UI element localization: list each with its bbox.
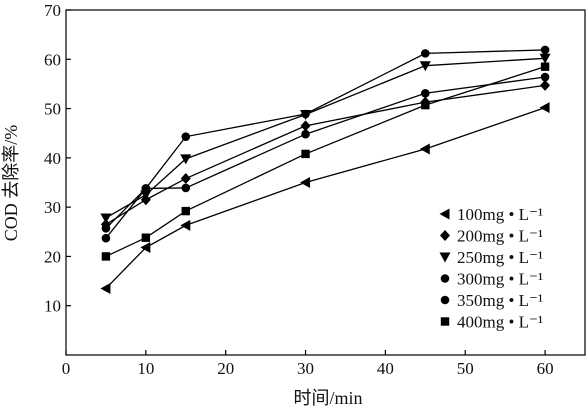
data-point bbox=[419, 61, 431, 72]
data-point bbox=[301, 109, 310, 119]
data-point bbox=[301, 129, 310, 139]
data-point bbox=[181, 183, 191, 193]
data-point bbox=[100, 282, 111, 294]
y-tick-label: 70 bbox=[44, 1, 61, 20]
legend-label: 100mg • L⁻¹ bbox=[457, 205, 543, 224]
data-point bbox=[101, 224, 111, 233]
data-point bbox=[301, 149, 310, 159]
y-tick-label: 30 bbox=[44, 198, 61, 217]
x-tick-label: 60 bbox=[537, 359, 554, 378]
legend-item: 400mg • L⁻¹ bbox=[440, 313, 543, 332]
y-tick-label: 60 bbox=[44, 50, 61, 69]
legend: 100mg • L⁻¹ 200mg • L⁻¹ 250mg • L⁻¹ 300mg •… bbox=[439, 205, 543, 332]
axis-ticks: 0 10 20 30 40 50 60 10 20 30 40 50 60 70 bbox=[44, 1, 554, 378]
data-point bbox=[421, 88, 430, 98]
series-line bbox=[105, 66, 546, 258]
legend-label: 350mg • L⁻¹ bbox=[457, 291, 543, 310]
y-axis-title: COD 去除率/% bbox=[1, 125, 21, 242]
legend-item: 100mg • L⁻¹ bbox=[439, 205, 543, 224]
data-point bbox=[100, 213, 112, 224]
series-layer bbox=[100, 45, 551, 294]
data-point bbox=[300, 177, 311, 188]
legend-marker bbox=[440, 295, 450, 305]
data-point bbox=[180, 219, 191, 231]
x-tick-label: 0 bbox=[62, 359, 71, 378]
data-point bbox=[180, 154, 192, 165]
data-point bbox=[141, 233, 151, 242]
legend-marker bbox=[440, 274, 450, 283]
data-point bbox=[540, 45, 550, 55]
data-point bbox=[539, 102, 550, 114]
legend-marker bbox=[439, 208, 450, 220]
legend-item: 300mg • L⁻¹ bbox=[440, 270, 543, 289]
data-point bbox=[181, 132, 191, 141]
legend-item: 350mg • L⁻¹ bbox=[440, 291, 543, 310]
legend-label: 200mg • L⁻¹ bbox=[457, 227, 543, 246]
series-0 bbox=[100, 102, 550, 294]
data-point bbox=[540, 62, 550, 71]
legend-label: 250mg • L⁻¹ bbox=[457, 248, 543, 267]
data-point bbox=[300, 120, 311, 132]
data-point bbox=[140, 242, 151, 254]
legend-label: 300mg • L⁻¹ bbox=[457, 270, 543, 289]
series-line bbox=[105, 57, 546, 219]
legend-item: 250mg • L⁻¹ bbox=[439, 248, 543, 267]
data-point bbox=[181, 206, 190, 216]
x-tick-label: 10 bbox=[137, 359, 154, 378]
series-5 bbox=[101, 62, 550, 261]
data-point bbox=[540, 72, 550, 82]
data-point bbox=[421, 49, 430, 58]
legend-label: 400mg • L⁻¹ bbox=[457, 313, 543, 332]
series-4 bbox=[101, 72, 550, 233]
y-tick-label: 10 bbox=[44, 297, 61, 316]
series-3 bbox=[101, 45, 550, 243]
plot-frame bbox=[65, 9, 586, 356]
y-tick-label: 40 bbox=[44, 149, 61, 168]
data-point bbox=[180, 173, 191, 185]
data-point bbox=[101, 233, 111, 243]
data-point bbox=[141, 184, 151, 193]
legend-marker bbox=[440, 317, 450, 326]
x-tick-label: 20 bbox=[217, 359, 234, 378]
data-point bbox=[101, 252, 111, 261]
series-line bbox=[105, 49, 546, 239]
x-tick-label: 50 bbox=[457, 359, 474, 378]
series-2 bbox=[100, 53, 551, 224]
data-point bbox=[419, 143, 430, 155]
series-line bbox=[105, 106, 546, 289]
legend-marker bbox=[439, 252, 451, 263]
y-tick-label: 20 bbox=[44, 247, 61, 266]
data-point bbox=[539, 53, 551, 64]
data-point bbox=[421, 100, 430, 110]
legend-item: 200mg • L⁻¹ bbox=[440, 227, 543, 246]
x-tick-label: 40 bbox=[377, 359, 394, 378]
legend-marker bbox=[440, 230, 450, 241]
y-tick-label: 50 bbox=[44, 100, 61, 119]
x-tick-label: 30 bbox=[297, 359, 314, 378]
series-line bbox=[105, 76, 546, 229]
data-point bbox=[540, 79, 551, 91]
x-axis-title: 时间/min bbox=[293, 388, 362, 408]
